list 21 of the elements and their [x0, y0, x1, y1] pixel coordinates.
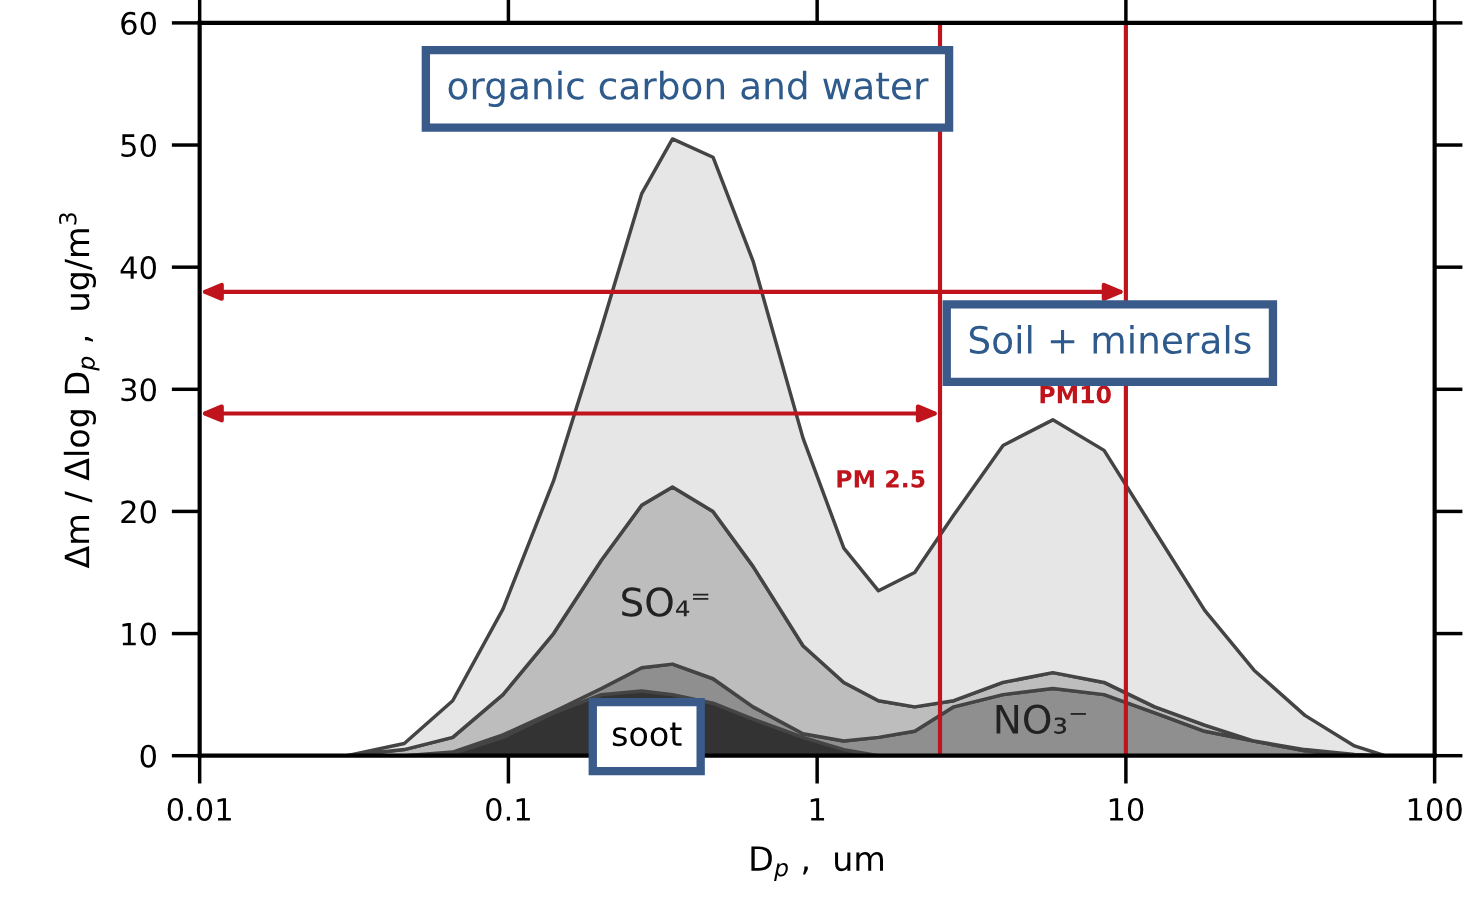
- x-tick-label: 1: [810, 798, 825, 821]
- y-tick-label: 50: [121, 133, 156, 158]
- y-axis-title: Δm / Δlog D$_{p}$ , ug/m$^{3}$: [59, 213, 100, 569]
- y-tick-label: 0: [140, 744, 156, 768]
- y-tick-label: 30: [121, 378, 156, 402]
- x-tick-label: 10: [1109, 797, 1144, 822]
- annotation: soot: [612, 722, 682, 747]
- x-axis-title: D$_{p}$ , um: [751, 846, 884, 882]
- y-tick-label: 20: [121, 500, 156, 524]
- annotation: Soil + minerals: [969, 324, 1251, 355]
- annotation: organic carbon and water: [448, 70, 929, 107]
- annotation: NO₃⁻: [996, 704, 1086, 735]
- y-tick-label: 60: [121, 11, 156, 35]
- x-tick-label: 0.01: [167, 797, 231, 822]
- ref-line-label: PM10: [1040, 385, 1111, 404]
- annotation: SO₄⁼: [622, 587, 709, 617]
- y-tick-label: 40: [120, 256, 156, 280]
- x-tick-label: 0.1: [486, 797, 530, 822]
- x-tick-label: 100: [1408, 797, 1462, 822]
- y-tick-label: 10: [122, 622, 156, 646]
- ref-line-label: PM 2.5: [837, 469, 925, 488]
